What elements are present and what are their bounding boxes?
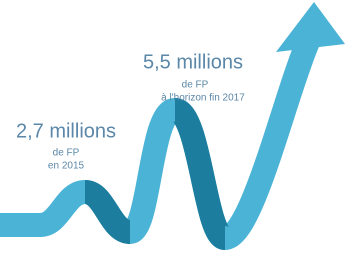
period-label: à l'horizon fin 2017 bbox=[161, 93, 245, 104]
value-label: 2,7 millions bbox=[16, 120, 116, 142]
ribbon-fold bbox=[85, 192, 130, 232]
unit-label: de FP bbox=[182, 80, 209, 91]
infographic: 5,5 millions de FP à l'horizon fin 2017 … bbox=[0, 0, 346, 259]
period-label: en 2015 bbox=[48, 161, 85, 172]
ribbon-fold bbox=[175, 110, 225, 238]
arrow-head bbox=[276, 2, 345, 52]
page: 5,5 millions de FP à l'horizon fin 2017 … bbox=[0, 0, 346, 259]
unit-label: de FP bbox=[53, 148, 80, 159]
value-label: 5,5 millions bbox=[143, 51, 243, 73]
